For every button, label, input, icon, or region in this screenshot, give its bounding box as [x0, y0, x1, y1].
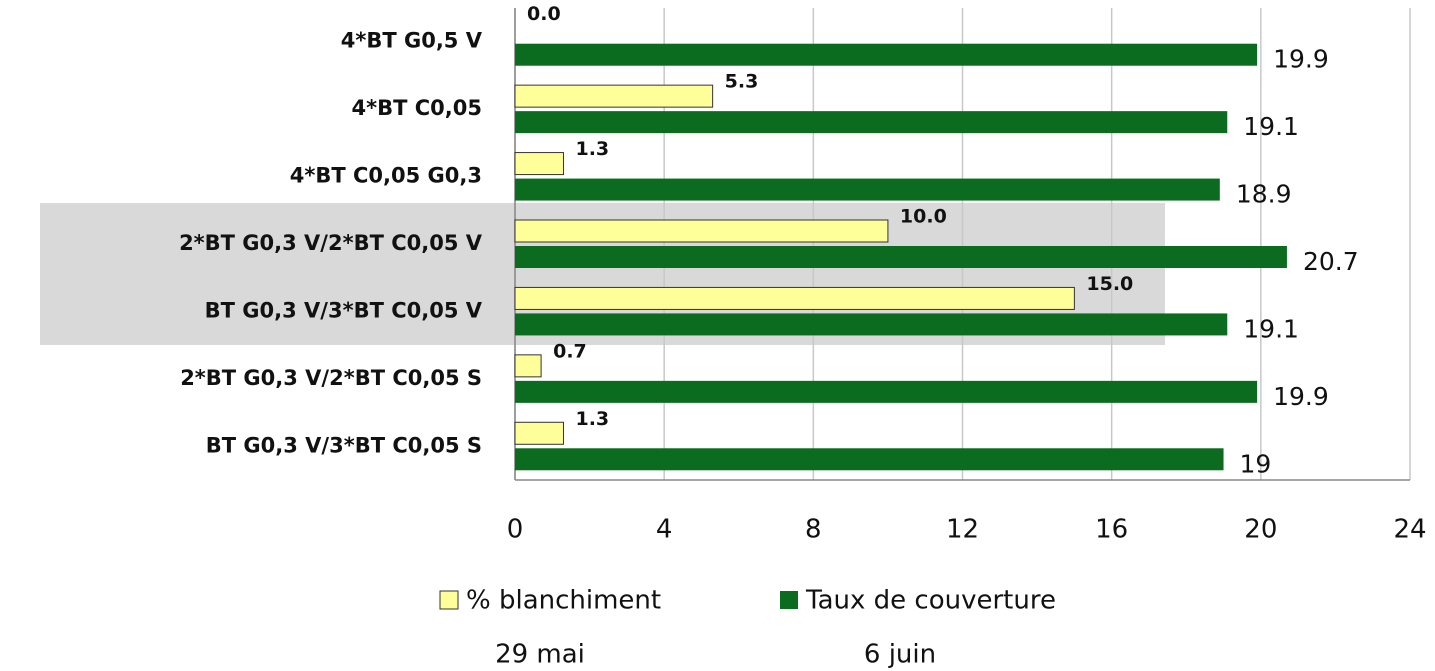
bar	[515, 381, 1257, 403]
y-tick-label: 4*BT C0,05 G0,3	[290, 164, 482, 188]
y-tick-label: BT G0,3 V/3*BT C0,05 V	[205, 298, 483, 322]
value-label: 1.3	[575, 408, 609, 430]
bar	[515, 287, 1074, 309]
value-label: 19.9	[1273, 382, 1329, 411]
bar	[515, 111, 1227, 133]
bar	[515, 85, 713, 107]
value-label: 15.0	[1086, 273, 1133, 295]
bar	[515, 422, 563, 444]
bar	[515, 153, 563, 175]
bar	[515, 448, 1224, 470]
bar	[515, 355, 541, 377]
legend-date: 6 juin	[864, 640, 936, 670]
value-label: 19.1	[1243, 314, 1299, 343]
bar	[515, 220, 888, 242]
legend-swatch	[440, 591, 458, 609]
value-label: 20.7	[1303, 247, 1359, 276]
legend-label: Taux de couverture	[805, 586, 1056, 616]
bar	[515, 313, 1227, 335]
value-label: 19.1	[1243, 112, 1299, 141]
value-label: 0.0	[527, 3, 561, 25]
value-label: 5.3	[725, 71, 759, 93]
y-tick-label: 2*BT G0,3 V/2*BT C0,05 S	[180, 366, 482, 390]
value-label: 10.0	[900, 206, 947, 228]
legend-swatch	[780, 591, 798, 609]
page: 0 4 8 12 16 20 24 4*BT G0,5 V 0.0 19.9 4*BT C0,05 5…	[0, 0, 1435, 671]
bar	[515, 246, 1287, 268]
y-tick-label: 4*BT G0,5 V	[341, 29, 483, 53]
y-tick-label: 2*BT G0,3 V/2*BT C0,05 V	[179, 231, 483, 255]
x-tick-label: 0	[507, 515, 524, 545]
legend-date: 29 mai	[495, 640, 585, 670]
value-label: 19	[1240, 449, 1272, 478]
x-tick-label: 8	[805, 515, 822, 545]
chart: 0 4 8 12 16 20 24 4*BT G0,5 V 0.0 19.9 4*BT C0,05 5…	[0, 0, 1435, 671]
value-label: 1.3	[575, 138, 609, 160]
x-tick-label: 16	[1095, 515, 1128, 545]
legend-label: % blanchiment	[466, 586, 661, 616]
y-tick-label: 4*BT C0,05	[352, 96, 482, 120]
x-tick-label: 12	[946, 515, 979, 545]
value-label: 18.9	[1236, 180, 1292, 209]
x-tick-label: 4	[656, 515, 673, 545]
y-tick-label: BT G0,3 V/3*BT C0,05 S	[206, 433, 482, 457]
x-tick-label: 24	[1393, 515, 1426, 545]
bar	[515, 179, 1220, 201]
value-label: 19.9	[1273, 45, 1329, 74]
bar	[515, 44, 1257, 66]
x-tick-label: 20	[1244, 515, 1277, 545]
value-label: 0.7	[553, 340, 587, 362]
